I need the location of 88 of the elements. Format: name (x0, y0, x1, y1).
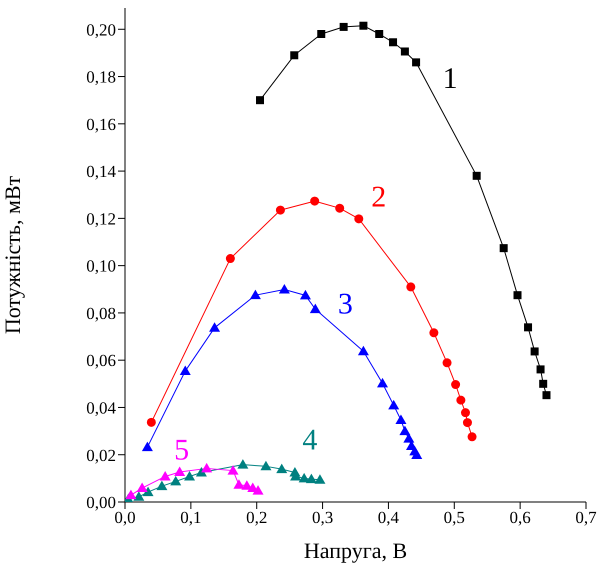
point (340, 22, 348, 31)
point (472, 172, 481, 180)
y-tick-label: 0,10 (86, 256, 116, 276)
point (228, 465, 239, 475)
point (209, 322, 220, 332)
y-tick-label: 0,20 (86, 20, 116, 40)
point (160, 470, 171, 480)
point (530, 347, 539, 356)
point (359, 22, 368, 30)
x-tick-label: 0,0 (114, 508, 136, 528)
y-tick-label: 0,14 (86, 162, 116, 182)
x-tick-label: 0,2 (246, 508, 268, 528)
y-tick-label: 0,06 (86, 351, 116, 370)
point (260, 460, 272, 470)
point (290, 51, 298, 60)
point (156, 480, 168, 490)
y-tick-label: 0,08 (86, 304, 116, 323)
y-tick-label: 0,00 (86, 493, 116, 512)
point (146, 418, 156, 427)
point (500, 244, 508, 252)
point (276, 206, 285, 215)
point (180, 366, 191, 376)
point (406, 282, 416, 292)
x-tick-label: 0,4 (378, 508, 400, 528)
point (310, 196, 320, 206)
point (388, 400, 400, 410)
point (412, 58, 420, 66)
point (542, 391, 550, 400)
point (276, 464, 288, 474)
point (524, 323, 532, 332)
point (400, 47, 409, 56)
point (300, 290, 311, 300)
y-tick-label: 0,18 (86, 68, 116, 87)
point (377, 378, 388, 388)
point (125, 490, 136, 500)
point (306, 474, 317, 484)
x-axis-title: Напруга, В (304, 538, 408, 563)
point (456, 396, 466, 405)
point (399, 426, 410, 436)
x-tick-label: 0,6 (510, 508, 531, 528)
point (468, 432, 477, 442)
point (395, 414, 406, 424)
y-tick-label: 0,12 (86, 209, 116, 228)
point (170, 476, 182, 486)
y-tick-label: 0,04 (86, 398, 116, 418)
y-tick-label: 0,16 (86, 114, 116, 134)
point (514, 291, 522, 300)
point (411, 449, 422, 459)
point (226, 254, 235, 264)
y-tick-label: 0,02 (86, 446, 116, 465)
point (237, 459, 248, 469)
series-label: 4 (302, 423, 318, 456)
series-label: 5 (174, 433, 190, 466)
point (358, 346, 369, 356)
point (539, 380, 548, 388)
point (451, 380, 460, 390)
point (201, 462, 212, 472)
point (250, 290, 261, 300)
point (142, 442, 153, 452)
x-tick-label: 0,1 (180, 508, 202, 528)
point (174, 466, 186, 476)
point (536, 365, 545, 374)
point (442, 358, 452, 368)
point (142, 486, 154, 496)
point (184, 470, 196, 480)
point (429, 328, 438, 338)
point (317, 30, 326, 38)
point (256, 96, 264, 104)
y-axis-title: Потужність, мВт (0, 175, 25, 334)
point (460, 408, 470, 418)
point (310, 304, 321, 314)
point (314, 474, 326, 484)
x-tick-label: 0,5 (444, 508, 465, 528)
point (136, 482, 148, 492)
point (233, 479, 244, 489)
series-label: 3 (338, 288, 353, 321)
point (462, 418, 472, 428)
point (278, 284, 290, 294)
point (133, 491, 144, 501)
point (389, 38, 398, 46)
x-tick-label: 0,3 (312, 508, 334, 528)
x-tick-label: 0,7 (575, 508, 598, 528)
point (335, 204, 344, 213)
point (354, 214, 364, 224)
point (375, 30, 384, 38)
series-label: 2 (371, 180, 386, 214)
series-label: 1 (442, 62, 458, 95)
point (252, 485, 264, 495)
